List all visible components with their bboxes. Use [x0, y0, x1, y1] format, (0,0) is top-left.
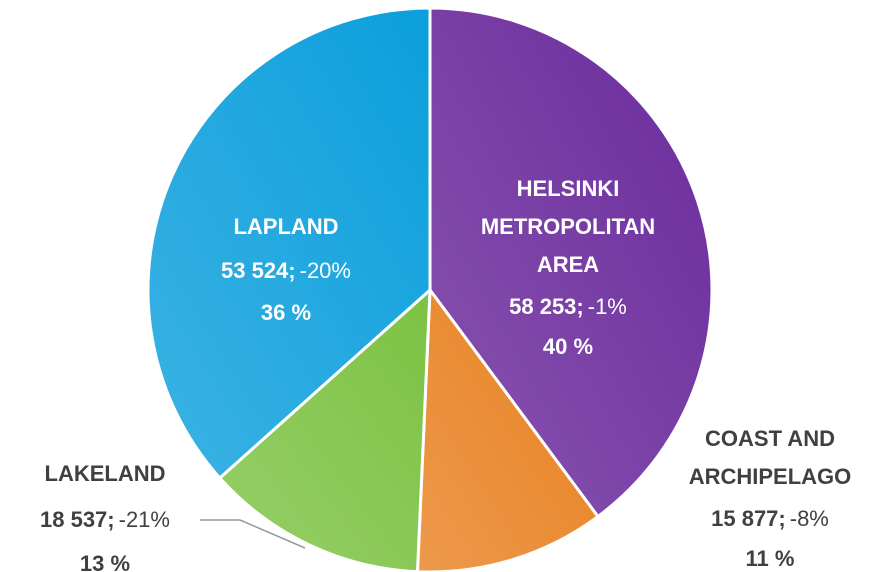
percent-label: 13 % [80, 551, 130, 572]
value-label: 53 524; [221, 258, 296, 283]
percent-label: 36 % [261, 300, 311, 325]
slice-value-label: 53 524; -20% [221, 258, 351, 283]
value-label: 18 537; [40, 507, 115, 532]
slice-name: AREA [537, 252, 599, 277]
slice-name: METROPOLITAN [481, 214, 655, 239]
change-label: -1% [588, 294, 627, 319]
change-label: -20% [300, 258, 351, 283]
slice-value-label: 58 253; -1% [509, 294, 627, 319]
pie-slice [146, 6, 432, 481]
value-label: 15 877; [711, 506, 786, 531]
change-label: -21% [119, 507, 170, 532]
value-label: 58 253; [509, 294, 584, 319]
slice-name: HELSINKI [517, 176, 620, 201]
pie-slice [428, 6, 714, 519]
slice-name: LAPLAND [233, 214, 338, 239]
slice-value-label: 15 877; -8% [711, 506, 829, 531]
pie-slice [217, 286, 432, 572]
percent-label: 40 % [543, 334, 593, 359]
slice-name: ARCHIPELAGO [689, 464, 852, 489]
slice-name: LAKELAND [45, 461, 166, 486]
slice-name: COAST AND [705, 426, 835, 451]
leader-line [239, 519, 306, 549]
change-label: -8% [790, 506, 829, 531]
percent-label: 11 % [746, 546, 795, 571]
slice-value-label: 18 537; -21% [40, 507, 170, 532]
